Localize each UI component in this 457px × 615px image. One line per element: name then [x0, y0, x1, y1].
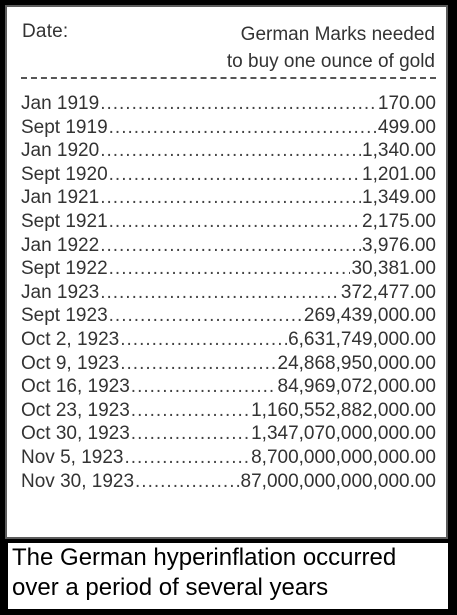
dot-leader: ........................................… [100, 187, 361, 209]
row-date: Oct 23, 1923 [21, 399, 130, 421]
row-date: Jan 1919 [21, 93, 100, 114]
dot-leader: ........................................… [108, 163, 361, 185]
dot-leader: ........................................… [108, 258, 351, 280]
table-row: Nov 5, 1923.............................… [21, 447, 436, 471]
value-column-header: German Marks needed to buy one ounce of … [227, 21, 435, 75]
table-row: Sept 1920...............................… [21, 164, 436, 188]
row-value: 2,175.00 [362, 210, 436, 232]
table-rows: Jan 1919................................… [21, 93, 436, 494]
table-row: Oct 9, 1923.............................… [21, 353, 436, 377]
row-date: Sept 1920 [21, 163, 108, 185]
table-row: Nov 30, 1923............................… [21, 471, 436, 495]
row-value: 372,477.00 [340, 281, 436, 303]
dot-leader: ........................................… [100, 234, 361, 256]
caption: The German hyperinflation occurred over … [8, 543, 448, 609]
row-date: Sept 1921 [21, 210, 108, 232]
dot-leader: ........................................… [100, 140, 361, 162]
value-header-line-2: to buy one ounce of gold [226, 51, 435, 72]
dot-leader: ........................................… [124, 446, 251, 468]
row-value: 170.00 [377, 93, 436, 114]
row-date: Sept 1923 [21, 305, 108, 327]
dot-leader: ........................................… [130, 399, 251, 421]
row-date: Sept 1922 [21, 258, 108, 280]
row-date: Sept 1919 [21, 116, 108, 138]
table-row: Jan 1919................................… [21, 93, 436, 117]
row-date: Jan 1920 [21, 140, 100, 162]
caption-line-1: The German hyperinflation occurred [12, 544, 397, 571]
caption-line-2: over a period of several years [12, 574, 329, 601]
dot-leader: ........................................… [135, 470, 240, 492]
row-value: 1,347,070,000,000.00 [251, 423, 436, 445]
table-row: Sept 1923...............................… [21, 305, 436, 329]
row-value: 3,976.00 [362, 234, 436, 256]
row-value: 30,381.00 [351, 258, 436, 280]
row-date: Jan 1921 [21, 187, 100, 209]
row-value: 1,201.00 [362, 163, 436, 185]
row-date: Oct 9, 1923 [21, 352, 120, 374]
row-date: Jan 1922 [21, 234, 100, 256]
row-value: 6,631,749,000.00 [288, 328, 436, 350]
table-row: Sept 1922...............................… [21, 258, 436, 282]
row-value: 84,969,072,000.00 [277, 376, 437, 398]
dot-leader: ........................................… [100, 281, 340, 303]
row-date: Oct 30, 1923 [21, 423, 130, 445]
table-row: Jan 1923................................… [21, 282, 436, 306]
dot-leader: ........................................… [108, 305, 303, 327]
table-row: Sept 1921...............................… [21, 211, 436, 235]
date-column-header: Date: [22, 21, 69, 42]
row-date: Nov 30, 1923 [21, 470, 135, 492]
row-date: Oct 2, 1923 [21, 328, 120, 350]
table-row: Oct 23, 1923............................… [21, 400, 436, 424]
dot-leader: ........................................… [130, 423, 251, 445]
table-row: Sept 1919...............................… [21, 117, 436, 141]
table-row: Jan 1922................................… [21, 235, 436, 259]
row-value: 1,160,552,882,000.00 [251, 399, 436, 421]
row-value: 1,340.00 [362, 140, 436, 162]
row-value: 1,349.00 [362, 187, 436, 209]
dot-leader: ........................................… [108, 210, 361, 232]
table-row: Jan 1920................................… [21, 140, 436, 164]
dot-leader: ........................................… [120, 328, 287, 350]
table-row: Oct 30, 1923............................… [21, 423, 436, 447]
row-value: 499.00 [377, 116, 436, 138]
dot-leader: ........................................… [120, 352, 276, 374]
table-row: Oct 2, 1923.............................… [21, 329, 436, 353]
table-row: Jan 1921................................… [21, 187, 436, 211]
row-value: 87,000,000,000,000.00 [240, 470, 436, 492]
row-value: 24,868,950,000.00 [277, 352, 437, 374]
row-date: Oct 16, 1923 [21, 376, 130, 398]
header-divider [21, 77, 436, 79]
dot-leader: ........................................… [130, 376, 277, 398]
table-row: Oct 16, 1923............................… [21, 376, 436, 400]
row-date: Nov 5, 1923 [21, 446, 124, 468]
value-header-line-1: German Marks needed [240, 24, 435, 45]
row-value: 269,439,000.00 [303, 305, 436, 327]
dot-leader: ........................................… [100, 93, 377, 114]
row-date: Jan 1923 [21, 281, 100, 303]
row-value: 8,700,000,000,000.00 [251, 446, 436, 468]
dot-leader: ........................................… [108, 116, 377, 138]
gold-price-table: Date: German Marks needed to buy one oun… [5, 5, 448, 539]
